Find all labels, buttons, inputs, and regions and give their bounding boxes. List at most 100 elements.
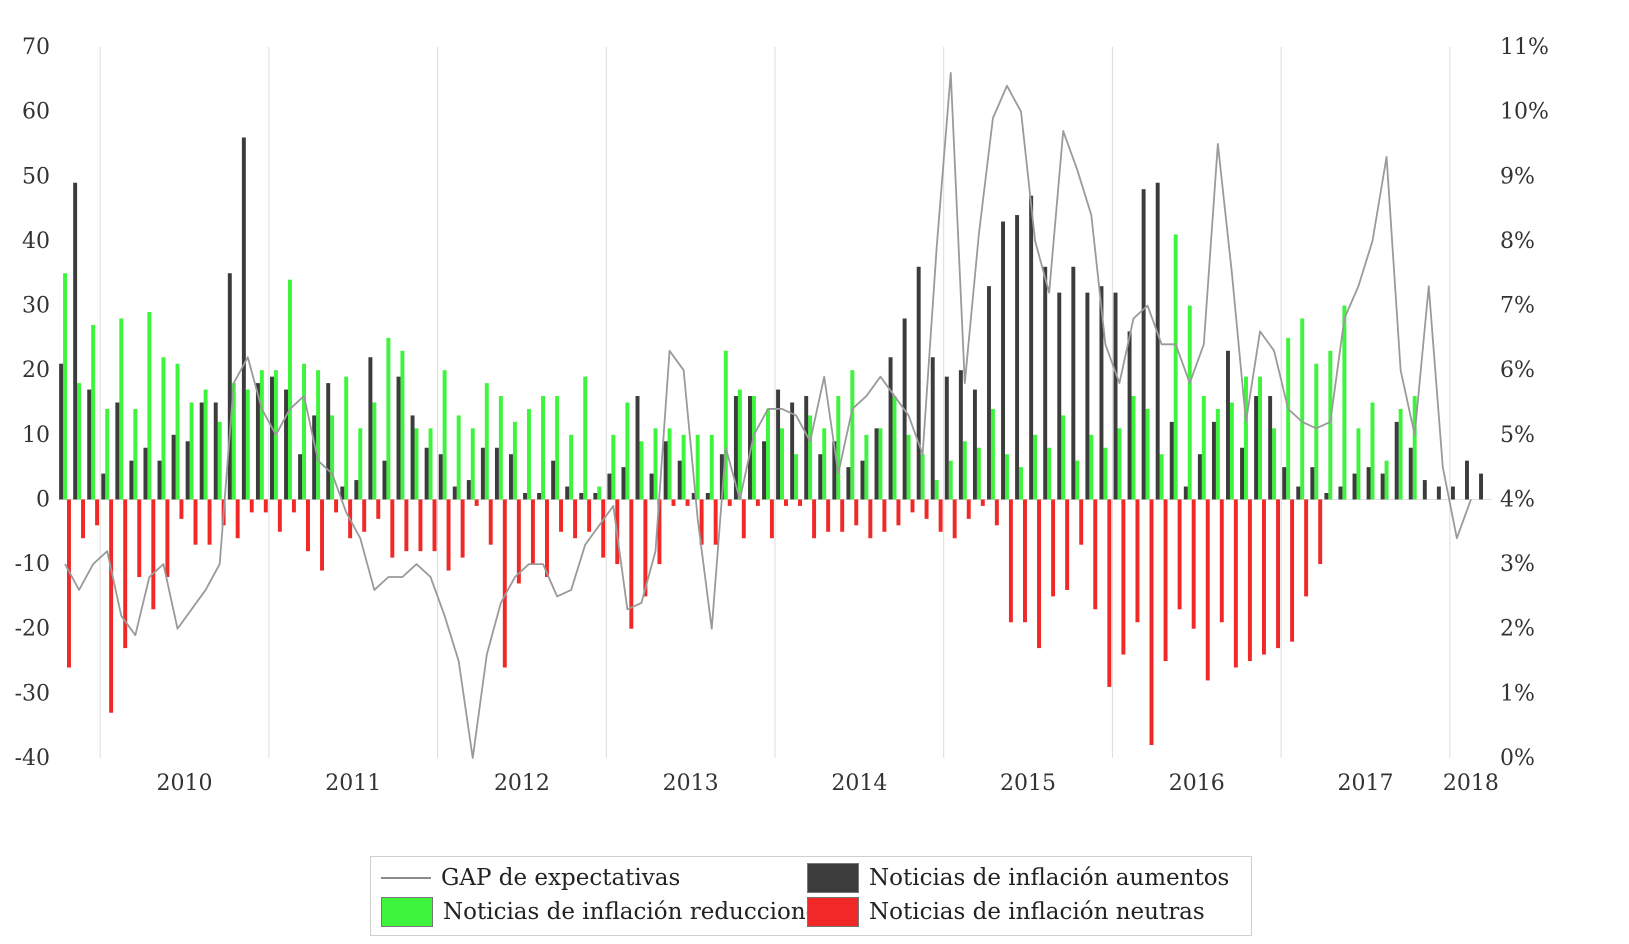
x-tick-label: 2011 xyxy=(325,771,381,796)
x-tick-label: 2016 xyxy=(1169,771,1225,796)
y-left-tick-label: 30 xyxy=(22,294,50,319)
bar-aumentos xyxy=(101,473,106,500)
bar-reducciones xyxy=(597,486,602,500)
bar-aumentos xyxy=(523,492,528,500)
bar-aumentos xyxy=(1226,350,1230,500)
bar-aumentos xyxy=(635,396,640,500)
bar-aumentos xyxy=(846,467,851,500)
bar-neutras xyxy=(277,499,282,532)
bar-reducciones xyxy=(1089,434,1094,500)
bar-neutras xyxy=(938,499,943,532)
y-left-tick-label: 70 xyxy=(22,35,50,60)
bar-neutras xyxy=(1318,499,1323,565)
bar-neutras xyxy=(1177,499,1182,610)
y-left-tick-label: -30 xyxy=(15,681,50,706)
bar-reducciones xyxy=(1173,234,1178,500)
bar-neutras xyxy=(95,499,100,526)
bar-aumentos xyxy=(494,447,499,500)
bar-neutras xyxy=(1008,499,1013,623)
bar-aumentos xyxy=(649,473,654,500)
y-right-tick-label: 7% xyxy=(1500,294,1535,319)
bar-reducciones xyxy=(414,428,419,500)
bar-reducciones xyxy=(1075,460,1080,500)
bar-aumentos xyxy=(1085,292,1090,500)
bar-reducciones xyxy=(484,383,489,500)
bar-neutras xyxy=(994,499,999,526)
y-axis-right: 11% 10% 9% 8% 7% 6% 5% 4% 3% 2% 1% 0% xyxy=(1500,35,1549,771)
y-right-tick-label: 4% xyxy=(1500,487,1535,512)
bar-neutras xyxy=(1023,499,1027,623)
bar-aumentos xyxy=(565,486,570,500)
bar-reducciones xyxy=(990,408,995,500)
bar-aumentos xyxy=(255,383,260,500)
bar-neutras xyxy=(755,499,760,506)
bar-aumentos xyxy=(312,415,317,500)
bar-aumentos xyxy=(705,492,710,500)
bar-neutras xyxy=(601,499,606,558)
legend-swatch-gap xyxy=(381,877,431,879)
bar-neutras xyxy=(235,499,240,539)
bar-reducciones xyxy=(1384,460,1389,500)
bar-reducciones xyxy=(976,447,981,500)
bar-reducciones xyxy=(892,396,897,500)
series-reducciones xyxy=(63,234,1417,500)
bar-neutras xyxy=(418,499,423,552)
bar-aumentos xyxy=(241,137,246,500)
bar-reducciones xyxy=(386,337,391,500)
bar-aumentos xyxy=(1296,486,1301,500)
bar-neutras xyxy=(249,499,254,513)
bar-reducciones xyxy=(161,357,166,500)
bar-neutras xyxy=(123,499,128,649)
bar-neutras xyxy=(573,499,578,539)
bar-neutras xyxy=(1191,499,1196,629)
bar-aumentos xyxy=(1141,189,1146,500)
bar-neutras xyxy=(1219,499,1224,623)
bar-reducciones xyxy=(850,370,855,500)
bar-reducciones xyxy=(836,396,841,500)
bar-aumentos xyxy=(930,357,935,500)
y-left-tick-label: -10 xyxy=(15,552,50,577)
bar-reducciones xyxy=(1201,396,1206,500)
legend-label-neutras: Noticias de inflación neutras xyxy=(869,899,1205,925)
bar-aumentos xyxy=(944,376,949,500)
bar-aumentos xyxy=(593,492,598,500)
bar-reducciones xyxy=(1019,467,1023,500)
bar-reducciones xyxy=(1328,350,1333,500)
bar-aumentos xyxy=(1029,195,1034,500)
bar-reducciones xyxy=(695,434,700,500)
bar-reducciones xyxy=(583,376,588,500)
y-left-tick-label: 40 xyxy=(22,229,50,254)
bar-neutras xyxy=(109,499,114,713)
bar-reducciones xyxy=(822,428,827,500)
bar-neutras xyxy=(1079,499,1084,545)
legend-swatch-reducciones xyxy=(381,897,433,927)
bar-aumentos xyxy=(1197,454,1202,500)
bar-aumentos xyxy=(776,389,781,500)
bar-neutras xyxy=(362,499,367,532)
legend-swatch-aumentos xyxy=(807,863,859,893)
bar-aumentos xyxy=(1001,221,1006,500)
bar-reducciones xyxy=(288,279,292,500)
y-right-tick-label: 8% xyxy=(1500,229,1535,254)
bar-neutras xyxy=(910,499,915,513)
bar-reducciones xyxy=(119,318,124,500)
bar-aumentos xyxy=(199,402,204,500)
bar-neutras xyxy=(1290,499,1295,642)
bar-reducciones xyxy=(147,312,152,500)
bar-reducciones xyxy=(316,370,321,500)
y-right-tick-label: 1% xyxy=(1500,681,1535,706)
bar-neutras xyxy=(1276,499,1280,649)
bar-neutras xyxy=(488,499,493,545)
bar-aumentos xyxy=(396,376,401,500)
x-tick-label: 2018 xyxy=(1443,771,1499,796)
x-tick-label: 2012 xyxy=(494,771,550,796)
bar-neutras xyxy=(896,499,901,526)
bar-neutras xyxy=(966,499,971,519)
bar-aumentos xyxy=(790,402,795,500)
bar-aumentos xyxy=(185,441,190,500)
bar-reducciones xyxy=(1061,415,1066,500)
bar-reducciones xyxy=(245,389,250,500)
bar-aumentos xyxy=(1268,396,1273,500)
bar-reducciones xyxy=(1047,447,1052,500)
bar-reducciones xyxy=(864,434,869,500)
